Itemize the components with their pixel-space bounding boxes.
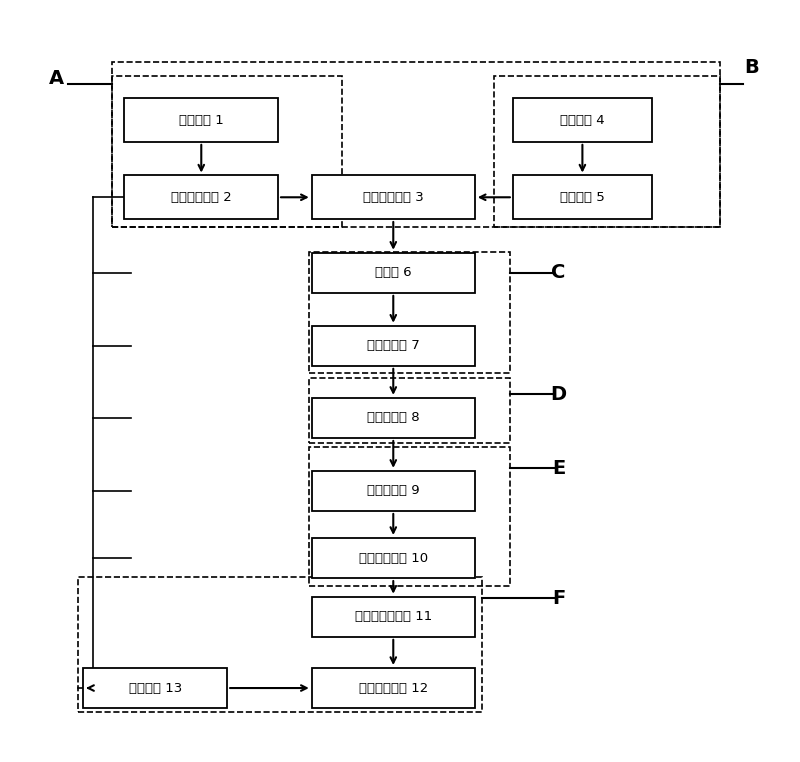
Text: 蜂巢状活性炭塔 11: 蜂巢状活性炭塔 11 xyxy=(354,610,432,623)
Text: 控制系统 13: 控制系统 13 xyxy=(129,681,182,694)
Bar xyxy=(494,75,720,226)
Bar xyxy=(112,62,720,226)
Bar xyxy=(83,668,227,708)
Bar xyxy=(513,175,652,219)
Bar xyxy=(309,251,510,373)
Text: A: A xyxy=(49,69,64,88)
Bar xyxy=(312,253,475,293)
Bar xyxy=(309,378,510,443)
Bar xyxy=(312,597,475,637)
Bar xyxy=(312,471,475,511)
Text: 供油系统 4: 供油系统 4 xyxy=(560,114,605,126)
Text: 土壤料仓 1: 土壤料仓 1 xyxy=(179,114,224,126)
Text: 土壤输送装置 2: 土壤输送装置 2 xyxy=(171,190,232,203)
Text: 吸附除尘器 8: 吸附除尘器 8 xyxy=(367,411,419,424)
Bar xyxy=(312,398,475,438)
Bar xyxy=(309,447,510,586)
Text: E: E xyxy=(552,459,565,478)
Text: 表盘冷却装置 10: 表盘冷却装置 10 xyxy=(358,552,428,565)
Text: 雾化冷却塔 9: 雾化冷却塔 9 xyxy=(367,485,419,498)
Text: B: B xyxy=(744,58,758,77)
Text: 旋风除尘器 7: 旋风除尘器 7 xyxy=(367,339,420,352)
Text: F: F xyxy=(552,589,565,608)
Text: 逆向热脱附滤 3: 逆向热脱附滤 3 xyxy=(363,190,424,203)
Bar xyxy=(312,668,475,708)
Bar xyxy=(112,75,342,226)
Bar xyxy=(312,538,475,578)
Bar xyxy=(78,578,482,712)
Text: 引风机 6: 引风机 6 xyxy=(375,266,411,280)
Bar xyxy=(312,325,475,366)
Bar xyxy=(125,175,278,219)
Bar xyxy=(312,175,475,219)
Text: D: D xyxy=(550,385,566,404)
Bar xyxy=(125,98,278,142)
Bar xyxy=(513,98,652,142)
Text: 尾气排放装置 12: 尾气排放装置 12 xyxy=(358,681,428,694)
Text: C: C xyxy=(551,264,566,282)
Text: 点火系统 5: 点火系统 5 xyxy=(560,190,605,203)
